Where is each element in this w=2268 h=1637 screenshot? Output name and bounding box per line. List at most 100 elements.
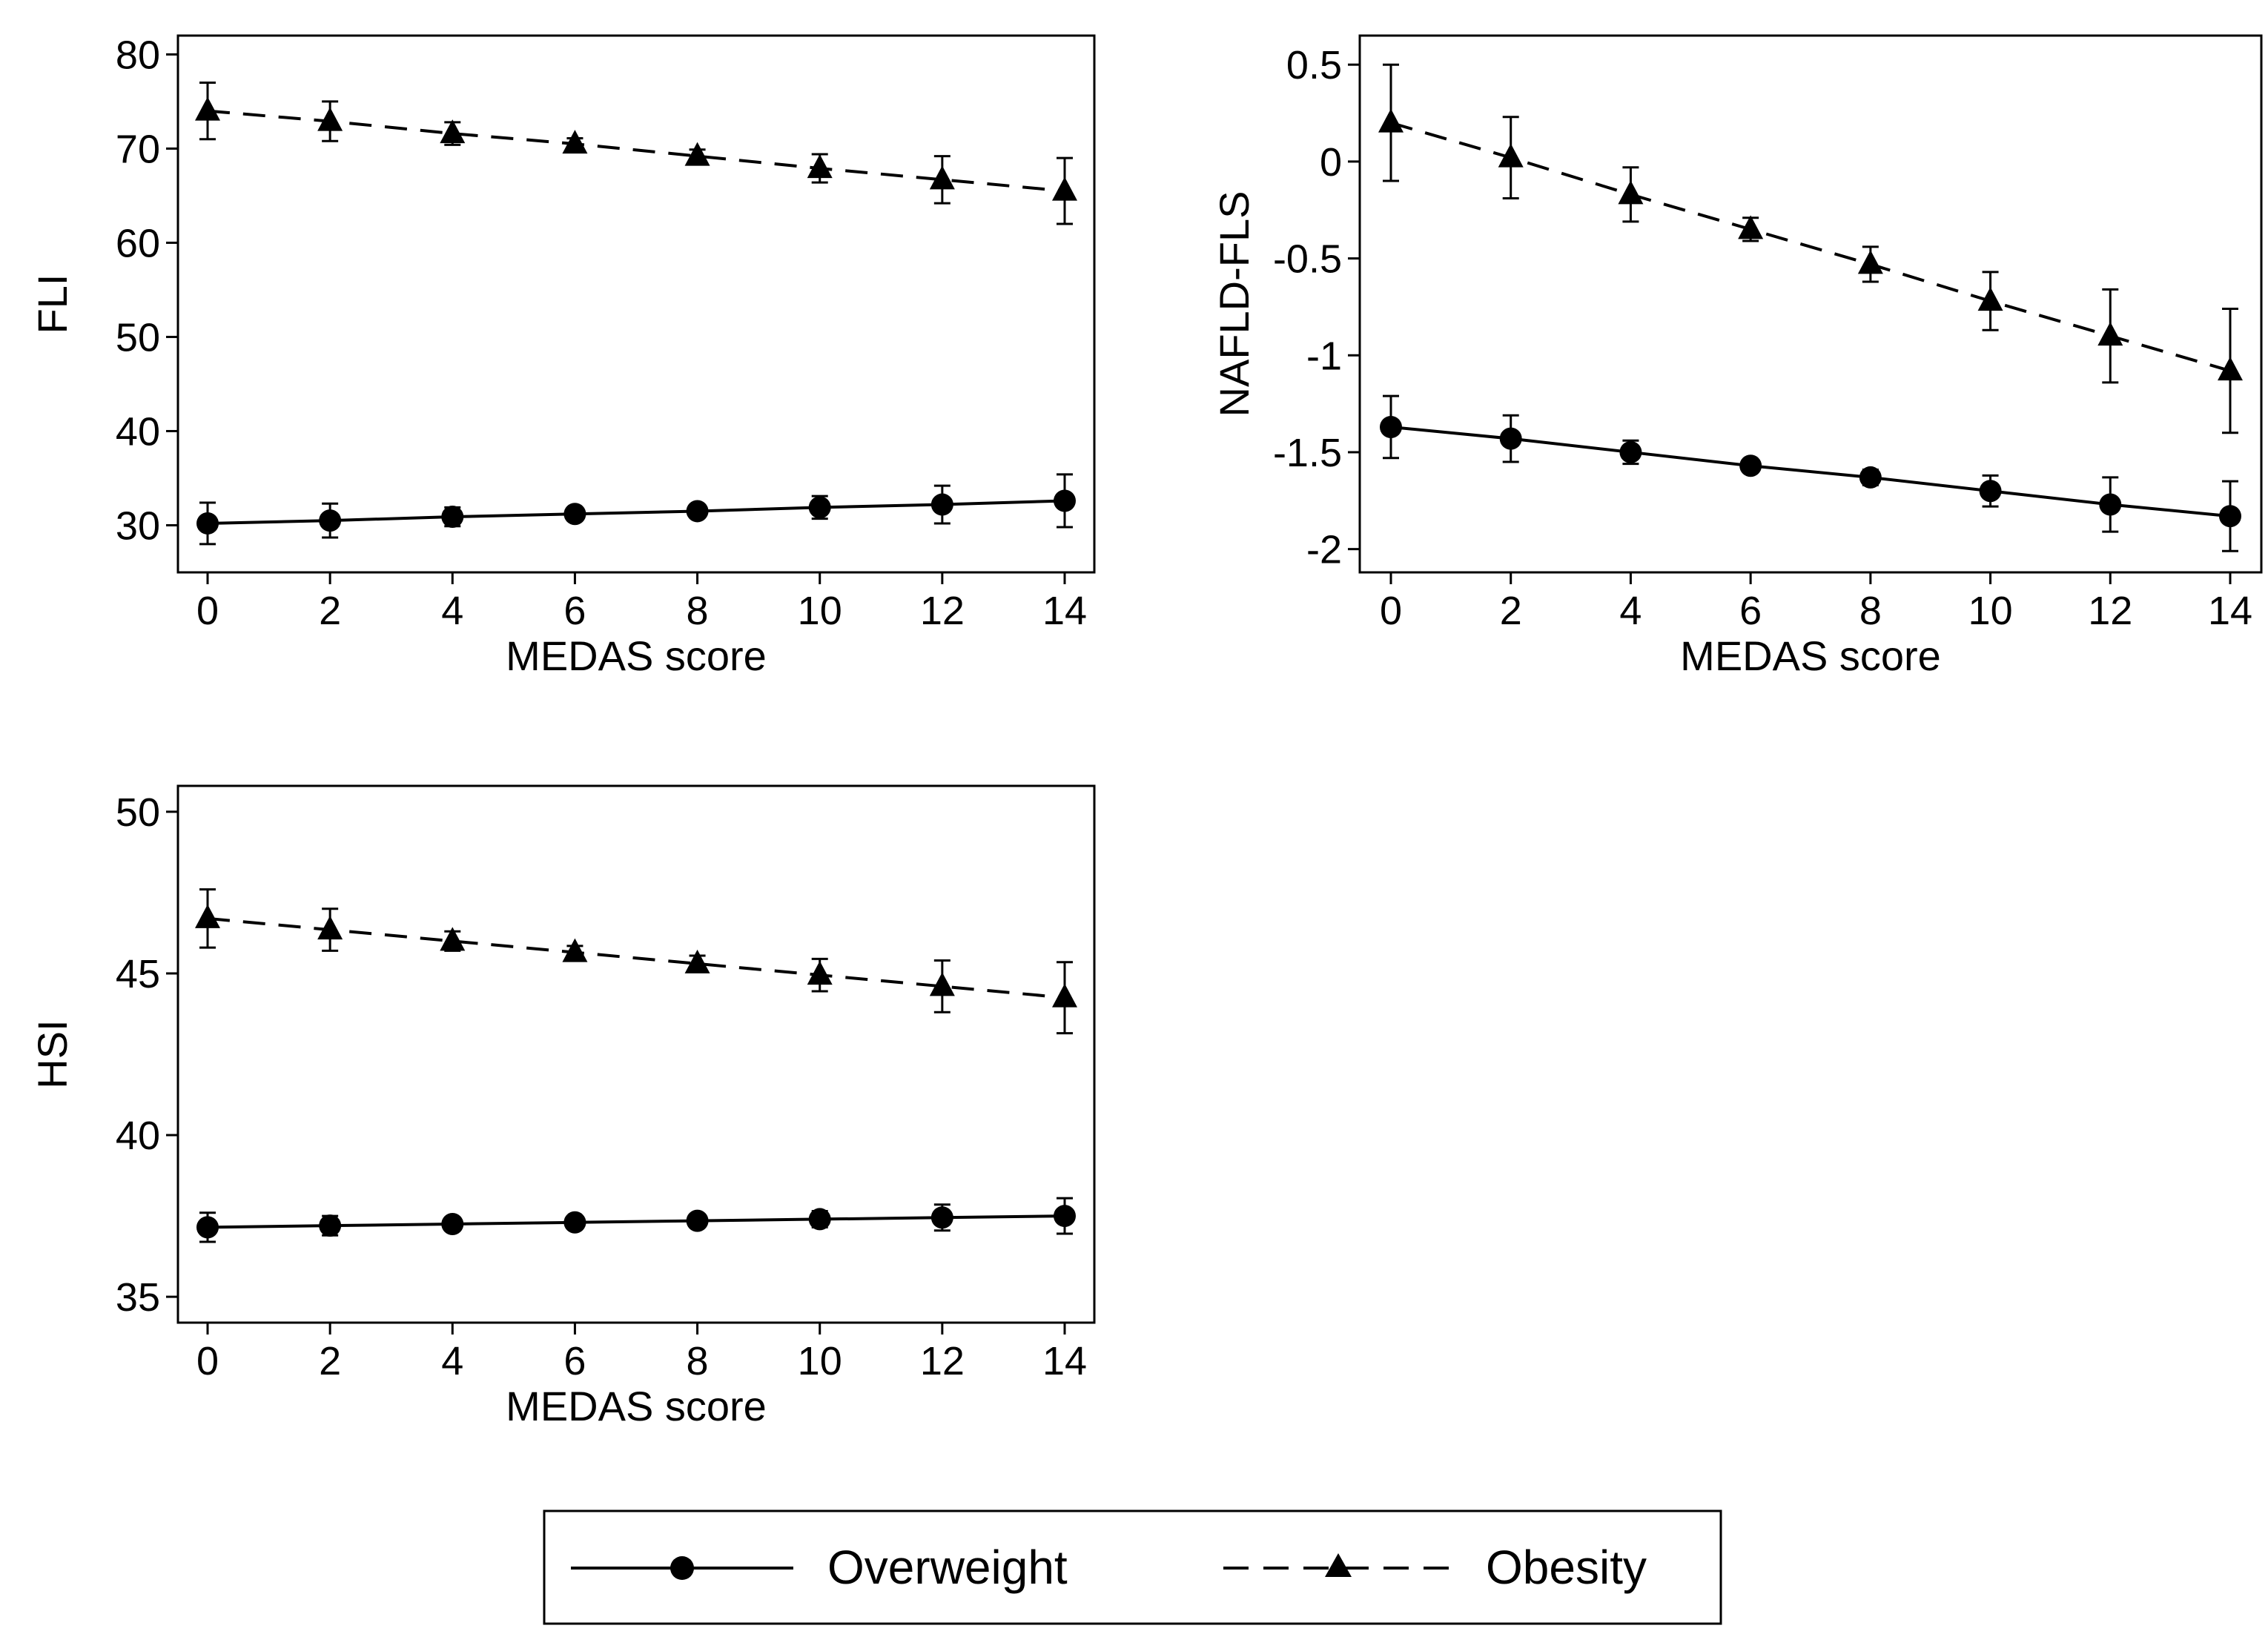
series-overweight-nafld-fls	[1380, 394, 2241, 552]
chart-hsi: 35 40 45 50 0 2 4 6 8 10 12 14 MEDAS score HSI	[29, 784, 1096, 1429]
data-point-obesity	[1618, 180, 1644, 205]
data-point-overweight	[441, 506, 464, 529]
data-point-obesity	[1857, 250, 1883, 274]
x-tick-label-fli: 4	[441, 589, 463, 633]
data-point-obesity	[2097, 322, 2123, 346]
x-tick-label-fli: 10	[798, 589, 842, 633]
data-point-overweight	[930, 1206, 953, 1229]
x-tick-label-hsi: 14	[1042, 1339, 1087, 1383]
y-tick-label-fli: 70	[116, 127, 160, 171]
x-tick-label-hsi: 2	[319, 1339, 341, 1383]
legend: Overweight Obesity	[543, 1509, 1722, 1625]
data-point-overweight	[808, 496, 831, 519]
data-point-obesity	[684, 142, 710, 166]
data-point-obesity	[1977, 287, 2003, 311]
series-line-overweight	[1390, 425, 2231, 518]
series-overweight-hsi	[196, 1197, 1076, 1243]
chart-nafld-fls: -2 -1.5 -1 -0.5 0 0.5 0 2 4 6 8 10 12 14 MEDAS score NA…	[1211, 34, 2263, 679]
data-point-overweight	[686, 1209, 709, 1232]
series-overweight-fli	[196, 473, 1076, 546]
data-point-overweight	[1054, 1205, 1076, 1228]
data-point-overweight	[686, 500, 709, 523]
data-point-overweight	[1859, 466, 1882, 489]
legend-obesity-label: Obesity	[1486, 1541, 1647, 1594]
data-point-obesity	[195, 96, 220, 121]
series-obesity-fli	[195, 82, 1077, 225]
y-tick-label-nafld-fls: 0.5	[1286, 43, 1342, 87]
data-point-overweight	[196, 512, 219, 535]
data-point-obesity	[562, 130, 588, 154]
x-tick-label-hsi: 8	[687, 1339, 709, 1383]
data-point-obesity	[2218, 357, 2243, 381]
data-point-overweight	[1619, 440, 1642, 463]
data-point-overweight	[930, 493, 953, 516]
data-point-overweight	[563, 1211, 586, 1234]
x-tick-label-nafld-fls: 14	[2208, 589, 2252, 633]
series-line-overweight	[207, 499, 1065, 525]
series-line-obesity	[1390, 121, 2231, 373]
data-point-overweight	[319, 509, 342, 532]
y-tick-label-fli: 50	[116, 315, 160, 360]
data-point-overweight	[1739, 454, 1762, 477]
x-tick-label-fli: 8	[687, 589, 709, 633]
y-tick-label-hsi: 50	[116, 790, 160, 835]
y-tick-label-fli: 40	[116, 409, 160, 454]
series-line-overweight	[207, 1214, 1065, 1229]
data-point-obesity	[1052, 983, 1077, 1008]
x-tick-label-nafld-fls: 2	[1500, 589, 1522, 633]
y-tick-label-nafld-fls: -1.5	[1273, 431, 1342, 475]
x-tick-label-nafld-fls: 4	[1619, 589, 1642, 633]
x-tick-label-nafld-fls: 12	[2088, 589, 2132, 633]
data-point-obesity	[1052, 176, 1077, 201]
y-tick-label-nafld-fls: 0	[1320, 140, 1342, 185]
data-point-overweight	[1979, 480, 2002, 503]
x-axis-label-hsi: MEDAS score	[506, 1383, 767, 1429]
legend-overweight-label: Overweight	[827, 1541, 1068, 1594]
data-point-obesity	[1378, 108, 1404, 133]
x-tick-label-fli: 0	[196, 589, 219, 633]
plot-frame-hsi	[176, 784, 1096, 1324]
data-point-obesity	[317, 916, 343, 940]
y-tick-label-hsi: 45	[116, 952, 160, 996]
chart-fli: 30 40 50 60 70 80 0 2 4 6 8 10 12 14 MEDAS score FLI	[29, 33, 1096, 679]
y-tick-label-nafld-fls: -0.5	[1273, 237, 1342, 282]
y-axis-label-fli: FLI	[29, 274, 76, 334]
series-line-obesity	[207, 109, 1065, 193]
x-tick-label-fli: 2	[319, 589, 341, 633]
x-tick-label-nafld-fls: 8	[1859, 589, 1882, 633]
plot-frame-nafld-fls	[1358, 34, 2263, 574]
data-point-obesity	[1498, 143, 1524, 168]
x-tick-label-hsi: 10	[798, 1339, 842, 1383]
legend-overweight-marker	[670, 1556, 694, 1580]
data-point-overweight	[563, 503, 586, 526]
x-tick-label-nafld-fls: 10	[1968, 589, 2013, 633]
legend-obesity-marker	[1325, 1553, 1352, 1577]
data-point-obesity	[440, 119, 466, 144]
data-point-overweight	[196, 1216, 219, 1239]
data-point-obesity	[317, 107, 343, 131]
data-point-obesity	[929, 972, 955, 996]
y-tick-label-fli: 80	[116, 33, 160, 77]
x-axis-label-fli: MEDAS score	[506, 632, 767, 679]
series-obesity-nafld-fls	[1378, 63, 2243, 434]
data-point-overweight	[1380, 415, 1402, 438]
series-obesity-hsi	[195, 888, 1077, 1035]
y-tick-label-hsi: 35	[116, 1275, 160, 1320]
y-tick-label-nafld-fls: -2	[1306, 528, 1342, 572]
x-tick-label-fli: 14	[1042, 589, 1087, 633]
y-tick-label-hsi: 40	[116, 1114, 160, 1158]
data-point-overweight	[808, 1208, 831, 1231]
data-point-overweight	[1499, 427, 1522, 450]
data-point-obesity	[684, 949, 710, 973]
data-point-obesity	[807, 961, 833, 985]
data-point-overweight	[319, 1214, 342, 1237]
data-point-overweight	[2099, 493, 2122, 516]
data-point-obesity	[440, 927, 466, 951]
y-tick-label-nafld-fls: -1	[1306, 334, 1342, 378]
data-point-overweight	[1054, 489, 1076, 512]
x-tick-label-hsi: 6	[563, 1339, 586, 1383]
data-point-overweight	[441, 1212, 464, 1235]
data-point-obesity	[195, 904, 220, 928]
